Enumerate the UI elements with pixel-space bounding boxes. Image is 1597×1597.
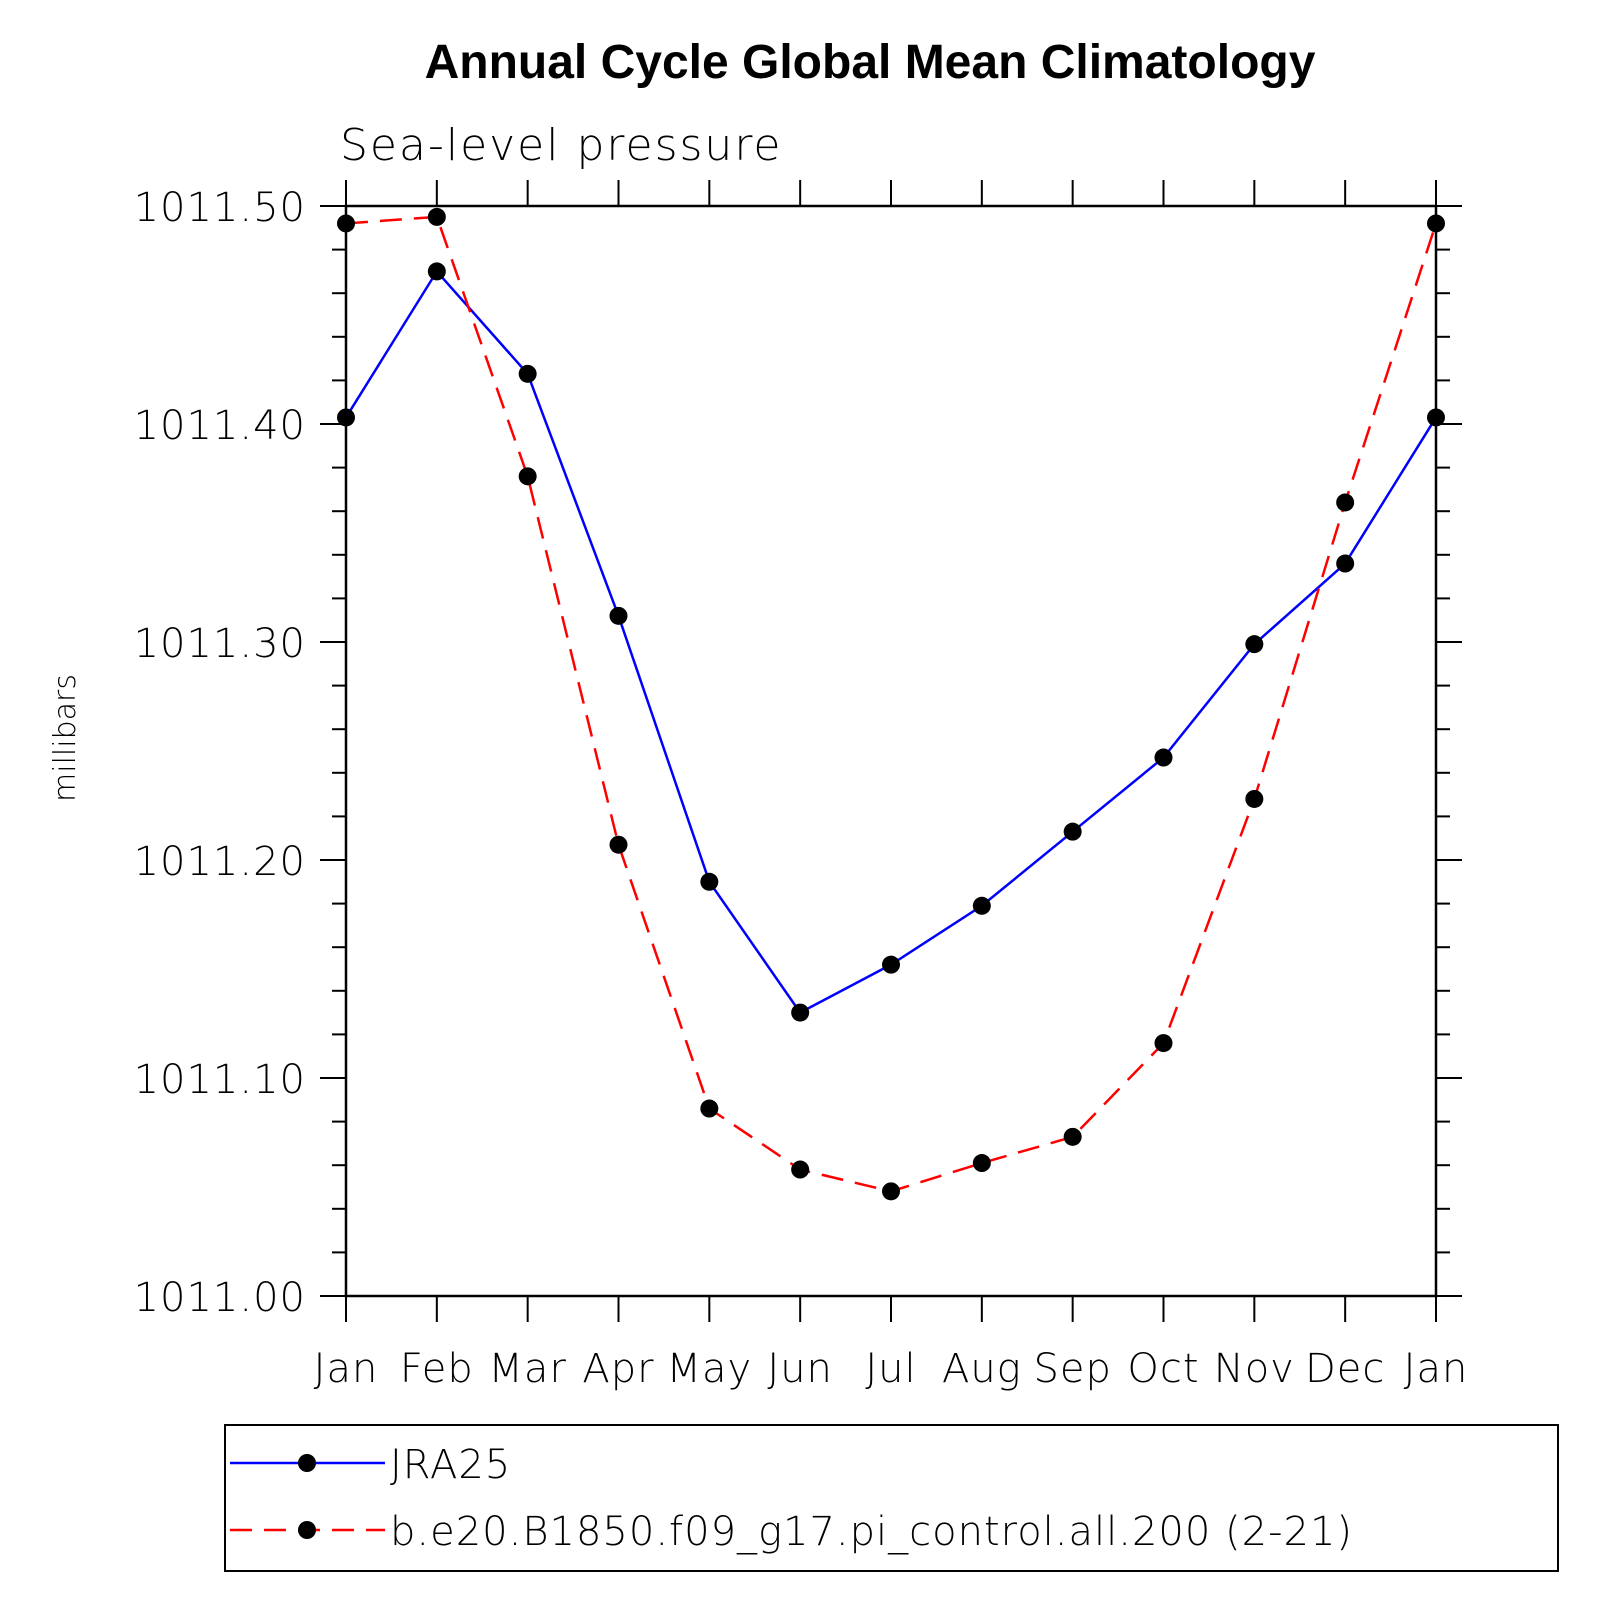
data-point [427,207,446,226]
data-point [609,606,628,625]
data-point [337,408,355,427]
x-tick-label: Jun [767,1346,833,1392]
plot-border [344,204,1438,1298]
y-tick-label: 1011.10 [134,1057,306,1103]
x-tick-label: Dec [1305,1346,1385,1392]
series-1 [337,262,1445,1022]
data-point [1245,789,1264,808]
legend-marker [298,1521,316,1539]
y-tick-label: 1011.30 [134,621,306,667]
x-tick-label: Jul [865,1346,916,1392]
data-point [1063,822,1082,841]
series-2 [337,207,1445,1201]
x-tick-label: Feb [400,1346,474,1392]
data-point [791,1160,810,1179]
data-point [700,1099,719,1118]
data-point [882,955,900,974]
series-layer [337,207,1445,1201]
data-point [1427,214,1445,233]
x-tick-label: Jan [314,1346,379,1392]
x-tick-label: Sep [1033,1346,1111,1392]
legend-label: b.e20.B1850.f09_g17.pi_control.all.200 (… [390,1509,1353,1555]
data-point [791,1003,810,1022]
series-line [345,215,1438,1193]
x-tick-label: Aug [942,1346,1022,1392]
x-axis-ticks: Jan Feb Mar Apr May Jun Jul Aug Sep Oct Nov Dec Jan [314,180,1469,1392]
y-axis-label: millibars [48,674,83,802]
legend-box [224,1424,1559,1572]
data-point [1154,748,1173,767]
legend-label: JRA25 [390,1442,511,1488]
data-point [518,467,537,486]
data-point [609,835,628,854]
x-tick-label: Jan [1404,1346,1469,1392]
y-tick-label: 1011.40 [134,403,306,449]
data-point [972,896,991,915]
y-tick-label: 1011.20 [134,839,306,885]
x-tick-label: Oct [1127,1346,1199,1392]
data-point [1245,635,1264,654]
y-tick-label: 1011.00 [134,1275,306,1321]
chart-subtitle: Sea-level pressure [340,120,783,171]
plot-frame [344,204,1438,1298]
data-point [337,214,355,233]
legend-marker [298,1454,316,1472]
x-tick-label: May [666,1346,752,1392]
data-point [1154,1034,1173,1053]
data-point [1336,493,1355,512]
x-tick-label: Nov [1214,1346,1295,1392]
data-point [882,1182,900,1201]
legend: JRA25 b.e20.B1850.f09_g17.pi_control.all.… [224,1424,1559,1572]
y-axis-ticks: 1011.00 1011.10 1011.20 1011.30 1011.40 1011.… [134,185,1462,1321]
x-tick-label: Apr [582,1346,654,1392]
data-point [972,1154,991,1173]
data-point [1063,1127,1082,1146]
data-point [427,262,446,281]
chart-title: Annual Cycle Global Mean Climatology [425,36,1316,89]
y-tick-label: 1011.50 [134,185,306,231]
data-point [1427,408,1445,427]
x-tick-label: Mar [488,1346,566,1392]
data-point [700,872,719,891]
legend-items: JRA25 b.e20.B1850.f09_g17.pi_control.all.… [230,1442,1353,1555]
data-point [1336,554,1355,573]
series-line [344,269,1438,1015]
data-point [518,364,537,383]
